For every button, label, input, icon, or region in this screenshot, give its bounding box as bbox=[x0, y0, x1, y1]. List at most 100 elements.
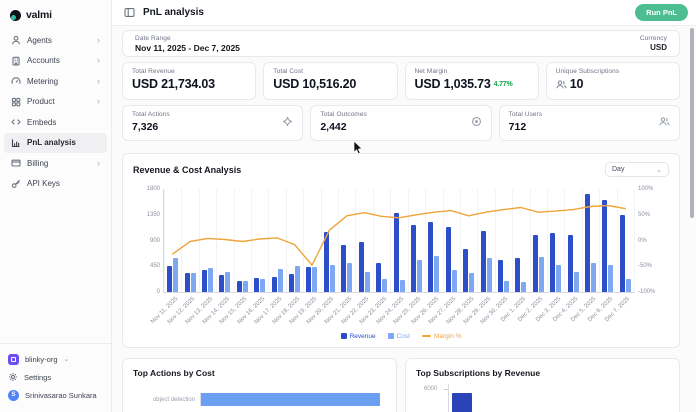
gridline bbox=[564, 189, 566, 292]
metric-value: 2,442 bbox=[320, 121, 347, 133]
revenue-cost-plot[interactable]: 0 450 900 1350 1800 -100% -50% 0% 50% 100% Nov 11,… bbox=[147, 186, 656, 325]
bar-cost bbox=[434, 256, 440, 292]
date-range-field[interactable]: Date Range Nov 11, 2025 - Dec 7, 2025 bbox=[135, 35, 240, 53]
metric-total-cost: Total Cost USD 10,516.20 bbox=[263, 62, 398, 100]
bar-revenue bbox=[497, 260, 503, 292]
gridline bbox=[372, 189, 374, 292]
user-menu[interactable]: S Srinivasarao Sunkara bbox=[8, 386, 103, 404]
bar-cost bbox=[451, 270, 457, 292]
logo[interactable]: valmi bbox=[0, 0, 111, 28]
chevron-down-icon: ⌄ bbox=[656, 166, 662, 174]
gridline bbox=[634, 189, 635, 292]
metric-label: Unique Subscriptions bbox=[555, 68, 620, 75]
sidebar-item-product[interactable]: Product › bbox=[4, 92, 107, 113]
chart-legend: Revenue Cost Margin % bbox=[133, 331, 669, 341]
gridline bbox=[529, 189, 531, 292]
gridline bbox=[198, 189, 200, 292]
content: Date Range Nov 11, 2025 - Dec 7, 2025 Cu… bbox=[112, 26, 696, 412]
gridline bbox=[320, 189, 322, 292]
sidebar-item-api-keys[interactable]: API Keys bbox=[4, 174, 107, 195]
bar-cost bbox=[173, 258, 179, 292]
y-right-tick: 100% bbox=[638, 186, 654, 192]
metric-label: Total Actions bbox=[132, 111, 170, 118]
metric-total-actions: Total Actions 7,326 bbox=[122, 105, 304, 141]
y-tick-mark bbox=[444, 389, 448, 390]
legend-label: Margin % bbox=[433, 332, 462, 340]
org-name: blinky-org bbox=[25, 354, 58, 364]
sidebar-item-billing[interactable]: Billing › bbox=[4, 153, 107, 174]
settings-link[interactable]: Settings bbox=[8, 368, 103, 386]
sidebar-item-label: Agents bbox=[27, 35, 52, 45]
bar-cost bbox=[625, 278, 631, 292]
bar-cost bbox=[295, 266, 301, 292]
metrics-row-1: Total Revenue USD 21,734.03 Total Cost U… bbox=[122, 62, 680, 100]
metric-net-margin: Net Margin USD 1,035.73 4.77% bbox=[404, 62, 539, 100]
sidebar-item-metering[interactable]: Metering › bbox=[4, 71, 107, 92]
org-switcher[interactable]: blinky-org ⌄ bbox=[8, 350, 103, 368]
bar-revenue bbox=[341, 245, 347, 292]
bar-revenue bbox=[358, 242, 364, 292]
metric-value: 7,326 bbox=[132, 121, 159, 133]
y-axis-line bbox=[448, 384, 449, 412]
sidebar-toggle-icon[interactable] bbox=[124, 7, 135, 18]
settings-label: Settings bbox=[24, 372, 52, 382]
gridline bbox=[546, 189, 548, 292]
bar-revenue bbox=[602, 200, 608, 292]
sidebar: valmi Agents › Accounts › Metering › Pro… bbox=[0, 0, 112, 412]
product-icon bbox=[11, 97, 21, 107]
sidebar-item-accounts[interactable]: Accounts › bbox=[4, 51, 107, 72]
hbar-label: object detection bbox=[152, 396, 195, 403]
bar-cost bbox=[399, 280, 405, 292]
logo-text: valmi bbox=[26, 9, 52, 21]
metric-label: Total Cost bbox=[273, 68, 304, 75]
bar-cost bbox=[208, 268, 214, 292]
sidebar-item-label: Product bbox=[27, 97, 55, 107]
metric-value: USD 21,734.03 bbox=[132, 77, 215, 91]
bar-cost bbox=[486, 258, 492, 292]
scrollbar-thumb[interactable] bbox=[690, 28, 694, 218]
bar-revenue bbox=[619, 214, 625, 292]
bar-cost bbox=[556, 265, 562, 292]
chevron-right-icon: › bbox=[97, 157, 100, 168]
sidebar-item-agents[interactable]: Agents › bbox=[4, 30, 107, 51]
y-right-tick: -100% bbox=[638, 289, 656, 295]
currency-label: Currency bbox=[639, 35, 667, 42]
period-select[interactable]: Day ⌄ bbox=[605, 162, 669, 177]
sidebar-item-label: Billing bbox=[27, 158, 49, 168]
bar-cost bbox=[312, 266, 318, 292]
subscriptions-mini-chart: 6000 bbox=[416, 384, 669, 412]
legend-revenue[interactable]: Revenue bbox=[340, 333, 376, 340]
y-tick-label: 6000 bbox=[424, 386, 438, 392]
bar-revenue bbox=[323, 231, 329, 292]
legend-margin[interactable]: Margin % bbox=[421, 332, 462, 340]
sidebar-item-embeds[interactable]: Embeds bbox=[4, 112, 107, 133]
gridline bbox=[355, 189, 357, 292]
sidebar-item-label: Metering bbox=[27, 76, 59, 86]
hbar-track bbox=[200, 393, 386, 406]
metric-unique-subscriptions: Unique Subscriptions 10 bbox=[545, 62, 680, 100]
metric-label: Total Users bbox=[508, 111, 543, 118]
hbar-object-detection[interactable] bbox=[201, 393, 381, 406]
metering-icon bbox=[11, 77, 21, 85]
bar-cost bbox=[590, 263, 596, 292]
user-name: Srinivasarao Sunkara bbox=[25, 390, 97, 400]
bar-cost bbox=[521, 282, 527, 292]
sidebar-item-pnl-analysis[interactable]: PnL analysis bbox=[4, 132, 107, 153]
vbar-subscription[interactable] bbox=[452, 393, 472, 412]
user-avatar: S bbox=[8, 389, 19, 401]
legend-cost[interactable]: Cost bbox=[387, 333, 410, 340]
bar-cost bbox=[416, 259, 422, 292]
currency-field[interactable]: Currency USD bbox=[640, 35, 667, 52]
bar-revenue bbox=[463, 249, 469, 292]
chevron-right-icon: › bbox=[97, 96, 100, 107]
gridline bbox=[164, 189, 165, 292]
valmi-logo-icon bbox=[10, 9, 21, 21]
metric-value: USD 1,035.73 bbox=[414, 77, 491, 91]
top-bar: PnL analysis Run PnL bbox=[112, 0, 696, 26]
run-pnl-button[interactable]: Run PnL bbox=[635, 4, 688, 21]
gridline bbox=[459, 189, 461, 292]
sidebar-nav: Agents › Accounts › Metering › Product ›… bbox=[0, 28, 111, 343]
gridline bbox=[599, 189, 601, 292]
legend-swatch bbox=[387, 333, 394, 339]
bar-cost bbox=[573, 271, 579, 292]
